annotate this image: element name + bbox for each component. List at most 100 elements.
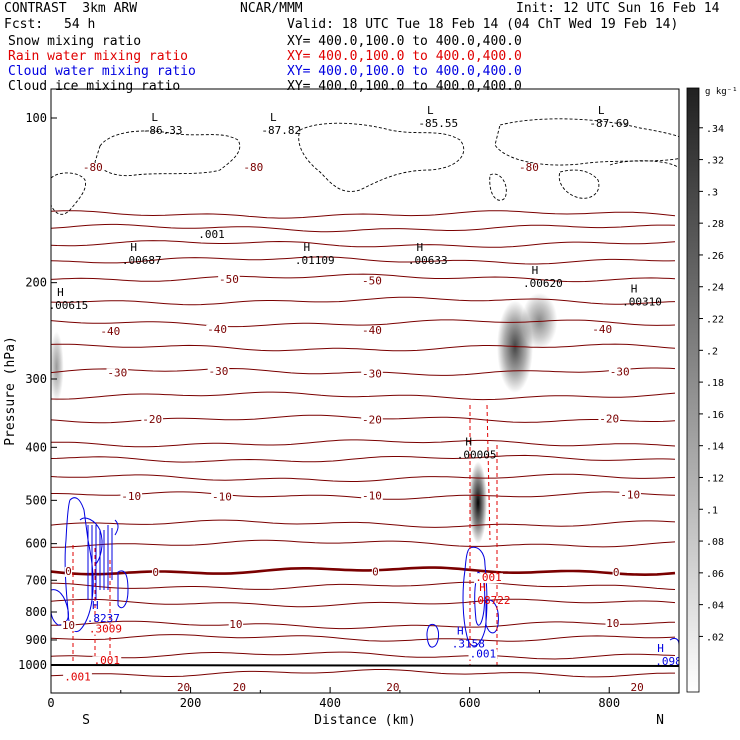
colorbar-tick-label: .24 <box>706 283 724 294</box>
temperature-contour <box>51 256 676 265</box>
temperature-label-background <box>82 163 104 174</box>
snow-contour <box>298 122 465 192</box>
field-xy-cloud-ice: XY= 400.0,100.0 to 400.0,400.0 <box>287 79 522 94</box>
cloud-water-contour <box>87 525 113 600</box>
extremum-value: .01109 <box>295 254 335 267</box>
temperature-label-background <box>605 619 620 630</box>
surface-line <box>50 664 680 667</box>
temperature-label: 0 <box>613 566 620 579</box>
temperature-label: -30 <box>107 367 127 380</box>
forecast-label: Fcst: <box>4 17 44 32</box>
colorbar-tick-label: .2 <box>706 346 718 357</box>
temperature-contour <box>51 319 676 328</box>
temperature-label: 10 <box>229 618 242 631</box>
cloud-ice-shading <box>51 292 558 544</box>
snow-contour <box>94 130 241 177</box>
temperature-label: -40 <box>207 323 227 336</box>
temperature-label: 0 <box>65 565 72 578</box>
contour-value-label-background <box>197 230 226 241</box>
temperature-contour <box>51 539 676 548</box>
extremum-value: .8237 <box>87 612 120 625</box>
temperature-label: 20 <box>631 681 644 694</box>
temperature-label: -20 <box>599 412 619 425</box>
field-name-cloud-ice: Cloud ice mixing ratio <box>8 79 181 94</box>
temperature-label-background <box>232 682 247 693</box>
temperature-label-background <box>176 683 191 693</box>
temperature-contour <box>51 519 676 528</box>
temperature-contour <box>51 566 676 577</box>
temperature-label: -20 <box>142 413 162 426</box>
plot-frame <box>50 88 680 694</box>
extremum-value: .00633 <box>408 254 448 267</box>
colorbar-units: g kg⁻¹ <box>705 87 738 97</box>
extremum-marker: H <box>457 625 464 638</box>
temperature-label: -80 <box>243 161 263 174</box>
temperature-label: -30 <box>209 365 229 378</box>
colorbar-tick-label: .04 <box>706 601 724 612</box>
colorbar-gradient <box>686 87 700 693</box>
temperature-label: 20 <box>233 681 246 694</box>
y-tick-label: 800 <box>25 605 47 619</box>
ice-shading <box>469 461 488 544</box>
south-end-label: S <box>82 713 90 728</box>
temperature-label: -30 <box>362 367 382 380</box>
temperature-label-background <box>361 415 383 426</box>
extremum-value: .08722 <box>471 594 511 607</box>
y-tick-label: 500 <box>25 493 47 507</box>
colorbar-tick-label: .34 <box>706 124 724 135</box>
temperature-label: -80 <box>83 161 103 174</box>
extremum-marker: H <box>532 264 539 277</box>
x-tick-label: 200 <box>180 696 202 710</box>
contour-labels: -80 -80 -80 -50 -50 -40 -40 -40 -40 -30 -30 -30 -30 -… <box>51 104 682 694</box>
field-name-cloud-water: Cloud water mixing ratio <box>8 64 196 79</box>
temperature-label: -40 <box>100 325 120 338</box>
y-tick-label: 400 <box>25 440 47 454</box>
cloud-water-contour <box>669 637 679 646</box>
x-tick-label: 800 <box>598 696 620 710</box>
temperature-contour <box>51 634 676 642</box>
temperature-contour <box>51 598 676 608</box>
temperature-label-background <box>608 367 631 378</box>
colorbar-tick-label: .12 <box>706 473 724 484</box>
center-name: NCAR/MMM <box>240 1 303 16</box>
contour-value-label-background <box>87 624 124 635</box>
temperature-label-background <box>152 567 160 578</box>
temperature-label-background <box>385 682 401 693</box>
y-tick-label: 1000 <box>18 658 47 672</box>
extremum-value: -86.33 <box>143 124 183 137</box>
extremum-marker: H <box>657 642 664 655</box>
init-time: Init: 12 UTC Sun 16 Feb 14 <box>516 1 720 16</box>
extremum-marker: H <box>631 283 638 296</box>
colorbar-tick-label: .14 <box>706 442 724 453</box>
temperature-label-background <box>619 490 641 501</box>
extremum-value: .00687 <box>122 254 162 267</box>
temperature-label-background <box>206 324 228 335</box>
temperature-label-background <box>361 325 383 336</box>
y-tick-label: 200 <box>25 276 47 290</box>
temperature-label: -40 <box>592 323 612 336</box>
temperature-label-background <box>361 276 383 287</box>
y-axis-label: Pressure (hPa) <box>3 336 18 446</box>
temperature-contour <box>51 296 676 306</box>
temperature-contour <box>51 620 676 630</box>
temperature-label: 10 <box>62 619 75 632</box>
contour-value-label: .001 <box>94 654 121 667</box>
extremum-value: .098 <box>655 655 682 668</box>
temperature-contour <box>51 439 676 448</box>
temperature-label-background <box>242 163 265 174</box>
extremum-value: .00620 <box>523 277 563 290</box>
temperature-label-background <box>591 324 614 335</box>
temperature-label: -20 <box>362 414 382 427</box>
extremum-marker: H <box>416 241 423 254</box>
temperature-label: 20 <box>177 681 190 694</box>
temperature-label-background <box>218 275 240 286</box>
temperature-contour <box>51 473 676 482</box>
temperature-label-background <box>120 492 143 503</box>
temperature-label: 0 <box>372 565 379 578</box>
cloud-water-contour <box>426 623 439 648</box>
extremum-marker: L <box>427 104 434 117</box>
x-axis: 0 200 400 600 800 <box>47 687 620 710</box>
temperature-label: -50 <box>362 274 382 287</box>
snow-contour <box>489 173 507 201</box>
